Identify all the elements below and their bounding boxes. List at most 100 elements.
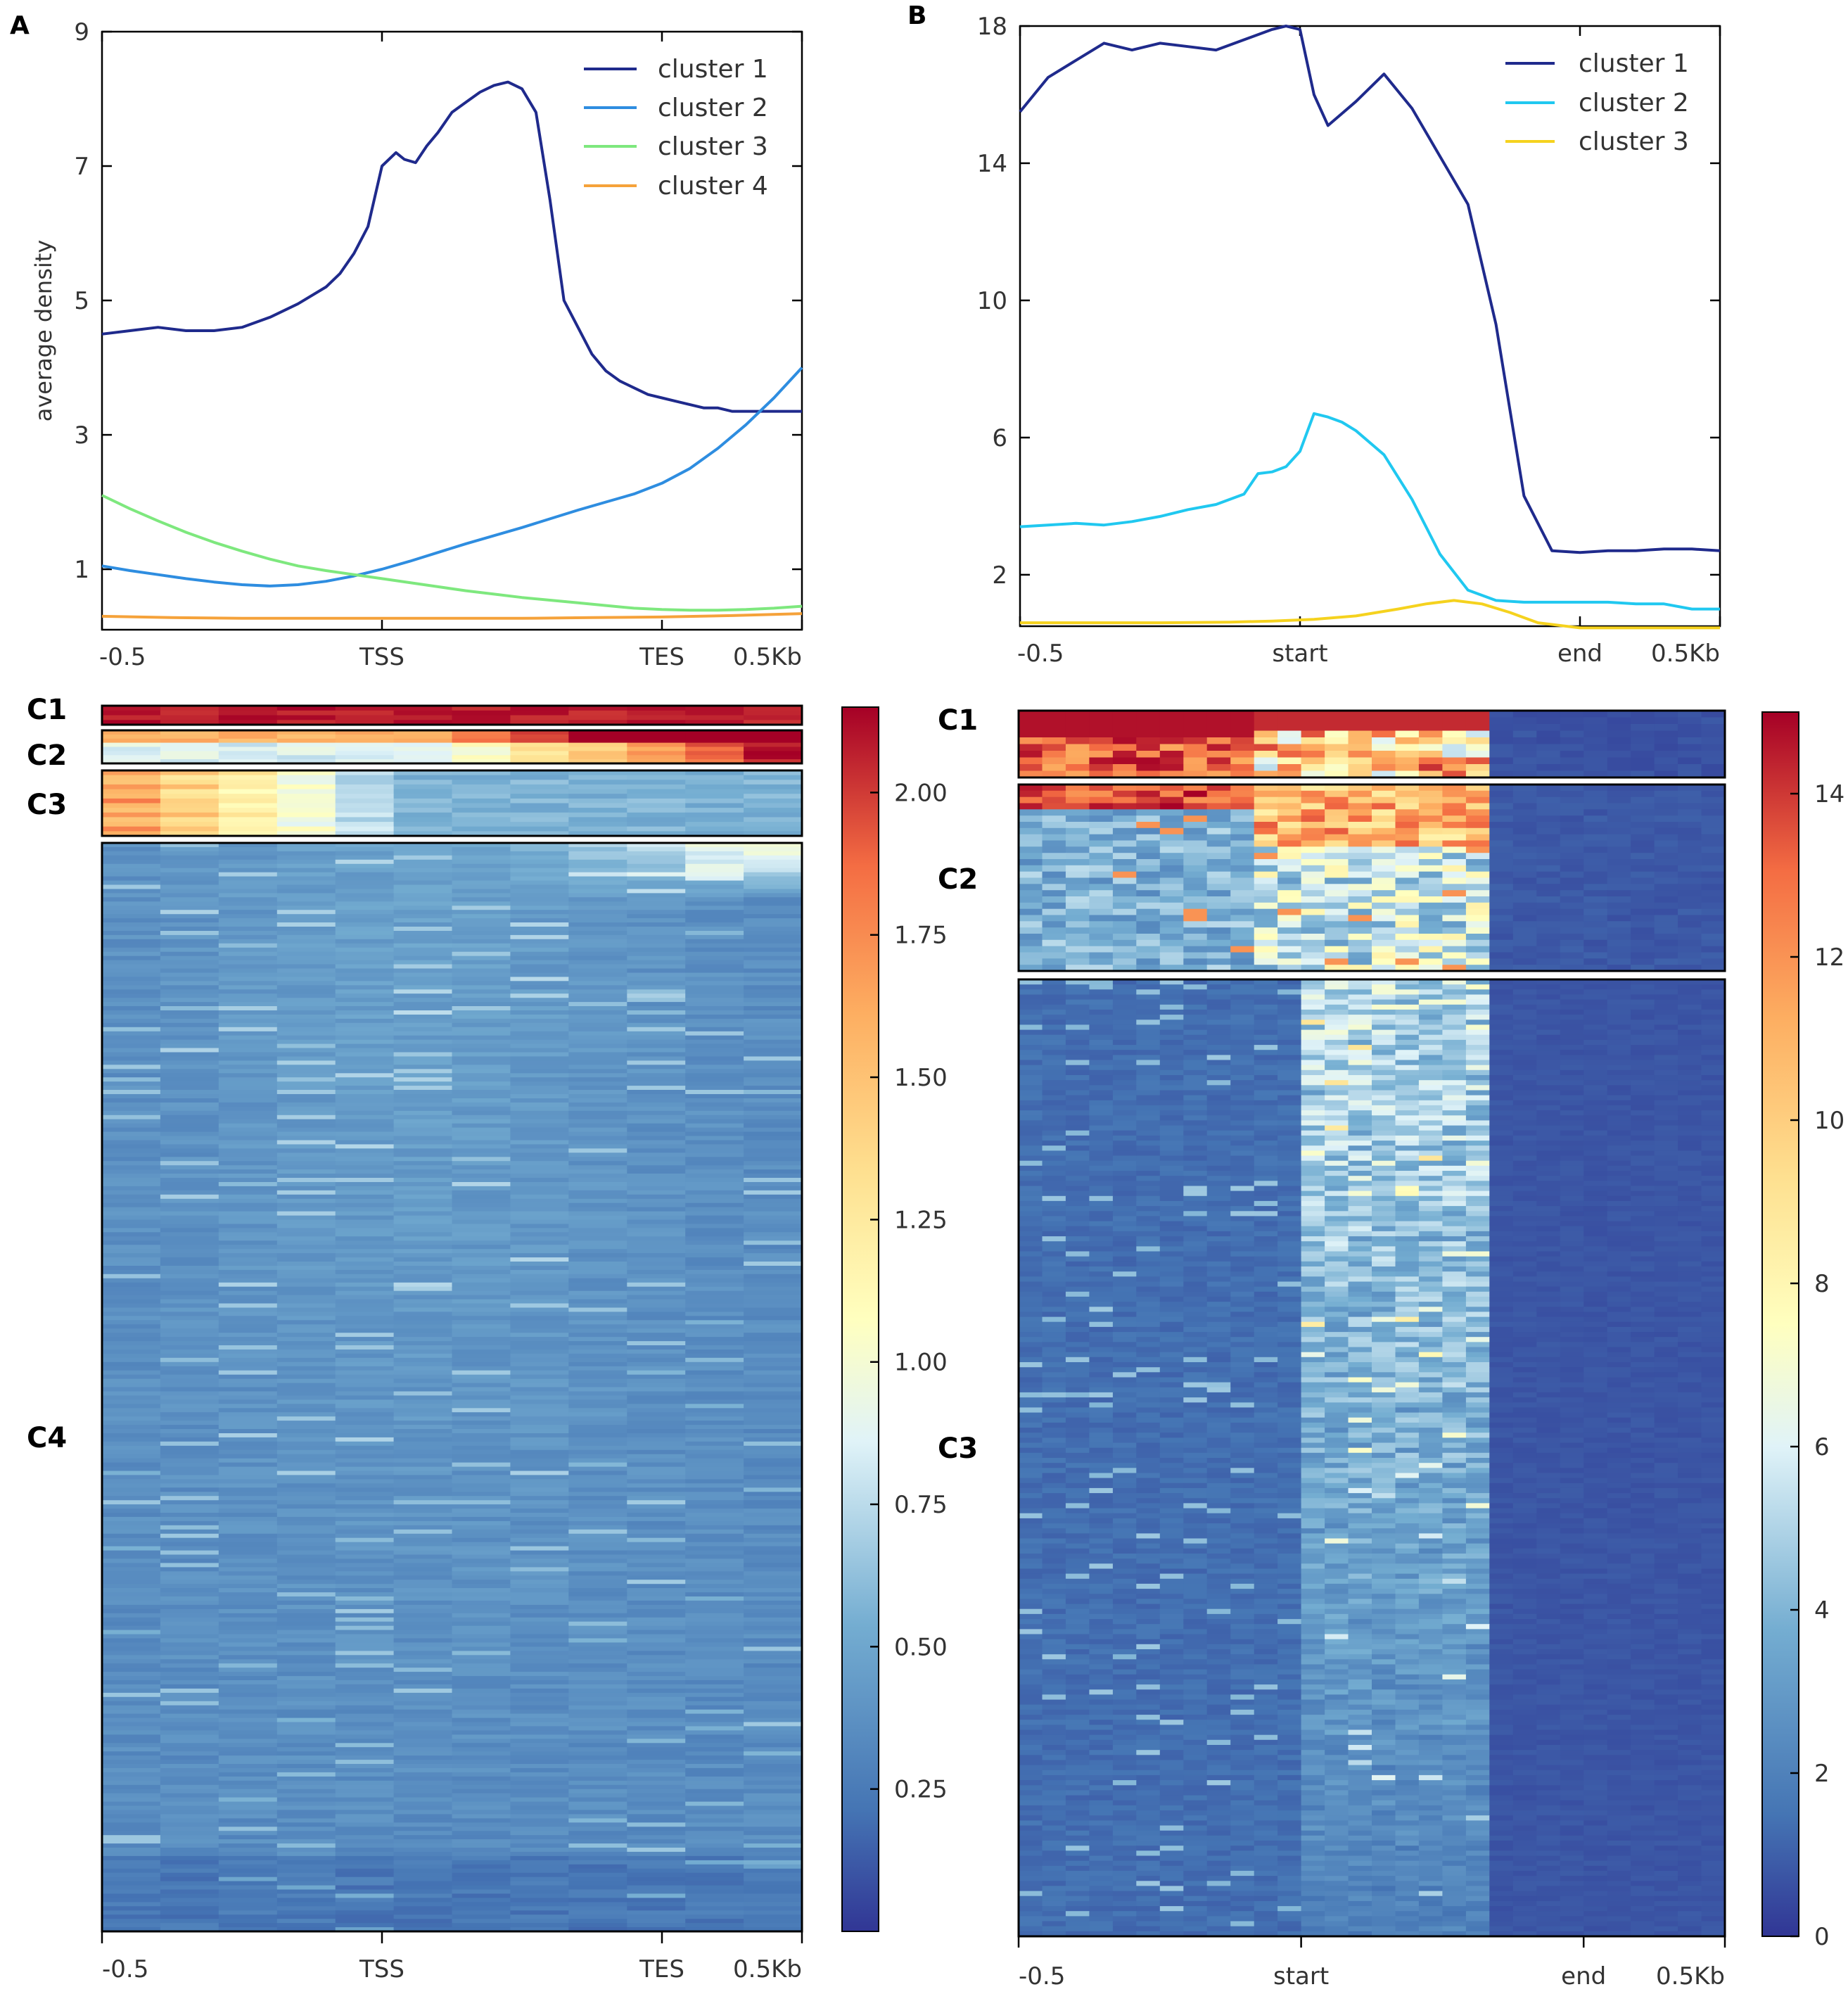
heatmap-b-cell	[1536, 751, 1561, 758]
heatmap-a-cell	[218, 1408, 278, 1413]
heatmap-a-cell	[335, 1412, 395, 1417]
heatmap-a-cell	[335, 1119, 395, 1124]
heatmap-b-cell	[1631, 921, 1655, 928]
heatmap-a-cell	[102, 1584, 161, 1589]
heatmap-a-cell	[627, 1814, 686, 1819]
heatmap-a-cell	[102, 1471, 161, 1475]
heatmap-a-cell	[568, 1006, 627, 1011]
heatmap-a-cell	[568, 803, 627, 808]
heatmap-a-cell	[510, 1320, 569, 1325]
heatmap-b-cell	[1631, 827, 1655, 835]
heatmap-a-cell	[744, 1504, 803, 1509]
heatmap-b-cell	[1631, 711, 1655, 718]
heatmap-a-cell	[452, 1006, 511, 1011]
heatmap-b-cell	[1277, 730, 1302, 738]
heatmap-a-cell	[276, 1320, 336, 1325]
heatmap-a-cell	[160, 981, 219, 986]
heatmap-a-cell	[510, 1571, 569, 1576]
heatmap-a-cell	[452, 1525, 511, 1530]
heatmap-a-cell	[568, 1588, 627, 1593]
heatmap-b-cell	[1701, 770, 1726, 778]
heatmap-a-cell	[102, 1655, 161, 1660]
heatmap-a-cell	[568, 1408, 627, 1413]
heatmap-b-cell	[1136, 840, 1161, 847]
heatmap-b-cell	[1418, 934, 1443, 941]
heatmap-b-cell	[1372, 822, 1396, 829]
heatmap-a-cell	[218, 1705, 278, 1710]
heatmap-a-cell	[452, 1391, 511, 1396]
heatmap-a-cell	[685, 1073, 744, 1078]
heatmap-b-cell	[1277, 1004, 1302, 1010]
heatmap-a-cell	[452, 1789, 511, 1794]
heatmap-b-cell	[1206, 890, 1231, 897]
heatmap-a-cell	[452, 1115, 511, 1120]
heatmap-a-cell	[627, 1274, 686, 1279]
heatmap-b-cell	[1089, 984, 1114, 990]
heatmap-b-cell	[1254, 952, 1278, 959]
heatmap-a-cell	[335, 1320, 395, 1325]
heatmap-a-cell	[160, 1814, 219, 1819]
heatmap-a-cell	[685, 1215, 744, 1221]
heatmap-a-cell	[627, 981, 686, 986]
heatmap-b-cell	[1631, 751, 1655, 758]
heatmap-b-cell	[1277, 927, 1302, 934]
heatmap-b-cell	[1512, 809, 1537, 816]
heatmap-a-cell	[568, 706, 627, 711]
heatmap-a-cell	[218, 1215, 278, 1221]
heatmap-a-cell	[568, 981, 627, 986]
heatmap-a-cell	[568, 1558, 627, 1563]
heatmap-b-cell	[1301, 859, 1325, 866]
heatmap-b-cell	[1631, 840, 1655, 847]
heatmap-a-cell	[744, 897, 803, 902]
heatmap-b-cell	[1230, 834, 1255, 842]
heatmap-a-cell	[568, 1684, 627, 1689]
heatmap-a-cell	[160, 939, 219, 944]
heatmap-a-cell	[627, 1923, 686, 1928]
heatmap-a-cell	[568, 1278, 627, 1283]
heatmap-a-cell	[160, 1839, 219, 1844]
heatmap-b-cell	[1348, 1009, 1372, 1015]
heatmap-a-cell	[276, 922, 336, 927]
heatmap-a-cell	[102, 1060, 161, 1065]
heatmap-a-cell	[218, 1182, 278, 1187]
heatmap-a-cell	[510, 998, 569, 1003]
heatmap-a-cell	[218, 1855, 278, 1861]
heatmap-a-cell	[568, 1253, 627, 1258]
heatmap-a-cell	[393, 1717, 453, 1723]
heatmap-b-cell	[1701, 958, 1726, 965]
heatmap-b-cell	[1512, 865, 1537, 872]
heatmap-a-cell	[568, 1672, 627, 1677]
heatmap-a-cell	[160, 1399, 219, 1404]
heatmap-a-cell	[276, 1764, 336, 1769]
heatmap-a-cell	[627, 1638, 686, 1643]
heatmap-a-cell	[568, 1245, 627, 1250]
heatmap-b-cell	[1536, 871, 1561, 879]
heatmap-a-cell	[160, 1584, 219, 1589]
heatmap-a-cell	[160, 1504, 219, 1509]
heatmap-a-cell	[335, 1290, 395, 1296]
heatmap-a-cell	[276, 1157, 336, 1162]
heatmap-a-cell	[218, 955, 278, 961]
heatmap-a-cell	[685, 1445, 744, 1451]
profile-a-series-cluster-2	[101, 367, 803, 588]
heatmap-a-cell	[744, 964, 803, 969]
heatmap-a-cell	[685, 747, 744, 751]
heatmap-b-cell	[1442, 890, 1467, 897]
heatmap-a-cell	[452, 1366, 511, 1371]
heatmap-a-cell	[744, 1760, 803, 1765]
heatmap-a-cell	[568, 1516, 627, 1522]
heatmap-b-cell	[1159, 770, 1184, 778]
heatmap-b-cell	[1418, 994, 1443, 1001]
heatmap-b-cell	[1042, 730, 1066, 738]
heatmap-a-cell	[335, 1885, 395, 1891]
heatmap-a-cell	[335, 993, 395, 998]
heatmap-a-cell	[102, 794, 161, 799]
heatmap-a-cell	[685, 1458, 744, 1463]
heatmap-a-cell	[276, 1646, 336, 1651]
heatmap-b-cell	[1654, 958, 1678, 965]
heatmap-a-cell	[393, 868, 453, 873]
heatmap-b-cell	[1701, 946, 1726, 953]
heatmap-a-cell	[627, 1449, 686, 1455]
heatmap-b-cell	[1372, 840, 1396, 847]
heatmap-a-cell	[393, 1324, 453, 1329]
